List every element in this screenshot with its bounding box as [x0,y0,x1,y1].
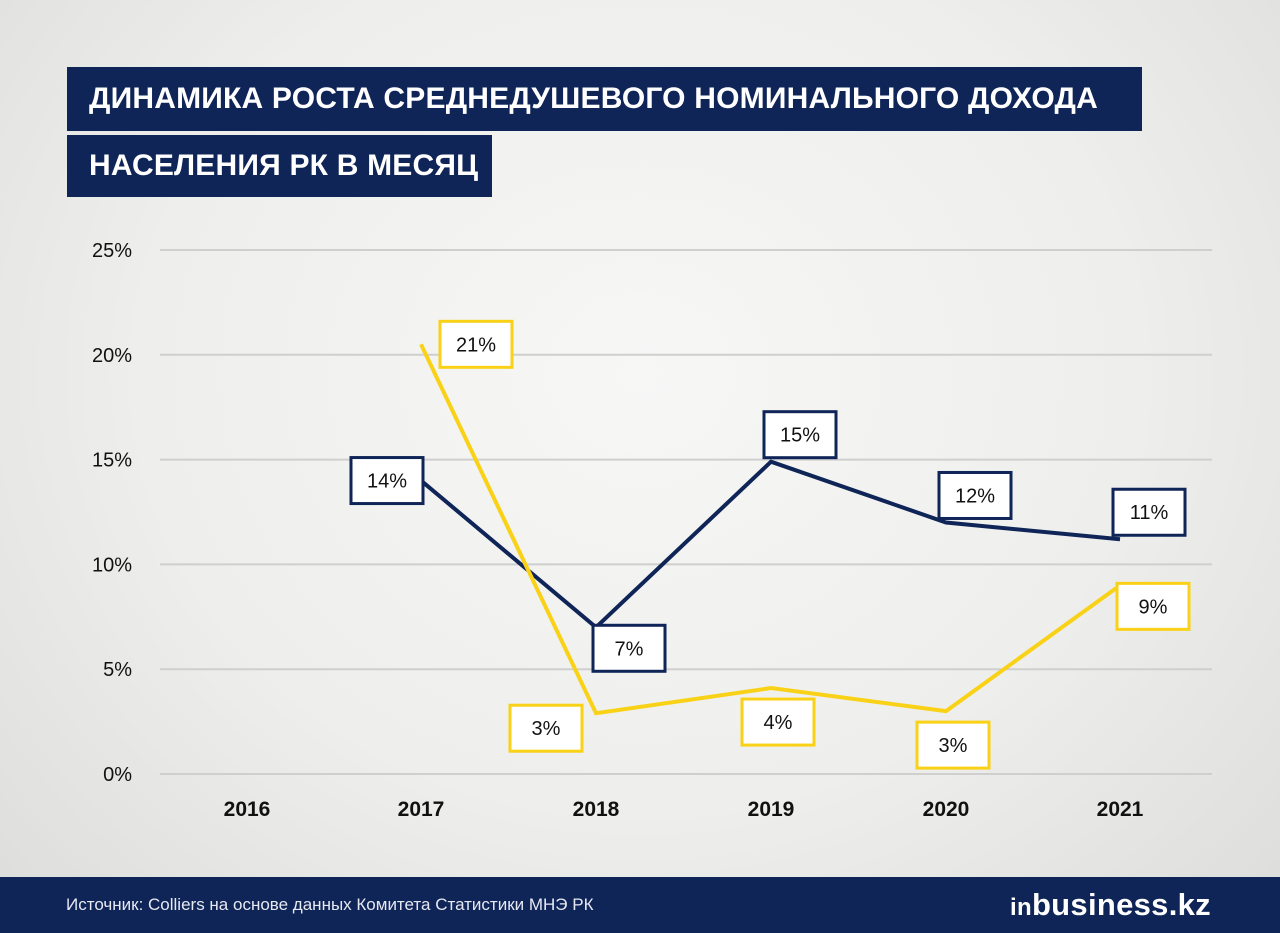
data-label-box [762,410,838,460]
line-chart: 0% 5% 10% 15% 20% 25% 2016 2017 2018 2019 2020 2021… [92,240,1212,821]
logo-prefix: in [1010,894,1032,921]
data-label: 11% [1130,502,1169,524]
data-label: 4% [764,712,793,734]
data-label-box [740,697,816,747]
logo-text: business.kz [1031,887,1211,922]
x-tick-label: 2020 [923,798,970,821]
x-tick-label: 2017 [398,798,445,821]
chart-title-line-1-text: ДИНАМИКА РОСТА СРЕДНЕДУШЕВОГО НОМИНАЛЬНО… [89,82,1098,115]
data-label: 7% [615,638,644,660]
data-label-box [937,470,1013,520]
series-line [419,343,1122,716]
data-label: 21% [456,334,496,356]
series-line [419,459,1121,630]
brand-logo[interactable]: in business.kz [1010,887,1211,923]
y-tick-label: 10% [92,554,132,576]
data-label: 12% [955,485,995,507]
y-tick-label: 25% [92,240,132,262]
y-tick-label: 15% [92,450,132,472]
data-label-box [915,720,991,770]
chart-title-line-2-text: НАСЕЛЕНИЯ РК В МЕСЯЦ [89,149,479,182]
x-tick-label: 2019 [748,798,795,821]
data-label-box [591,623,667,673]
y-tick-label: 5% [103,659,132,681]
data-label-box [508,703,584,753]
data-label: 14% [367,471,407,493]
x-tick-label: 2021 [1097,798,1144,821]
x-tick-label: 2016 [224,798,271,821]
x-tick-label: 2018 [573,798,620,821]
data-label-box [349,456,425,506]
source-note: Источник: Colliers на основе данных Коми… [66,895,594,914]
footer-bar: Источник: Colliers на основе данных Коми… [0,877,1280,933]
y-tick-label: 20% [92,345,132,367]
data-label: 3% [939,735,968,757]
data-label: 3% [532,718,561,740]
data-label-box [1111,487,1187,537]
chart-title-line-1: ДИНАМИКА РОСТА СРЕДНЕДУШЕВОГО НОМИНАЛЬНО… [67,67,1142,131]
data-label: 15% [780,425,820,447]
data-label-box [438,319,514,369]
data-label: 9% [1139,596,1168,618]
data-label-box [1115,581,1191,631]
chart-title-line-2: НАСЕЛЕНИЯ РК В МЕСЯЦ [67,135,492,197]
y-tick-label: 0% [103,764,132,786]
